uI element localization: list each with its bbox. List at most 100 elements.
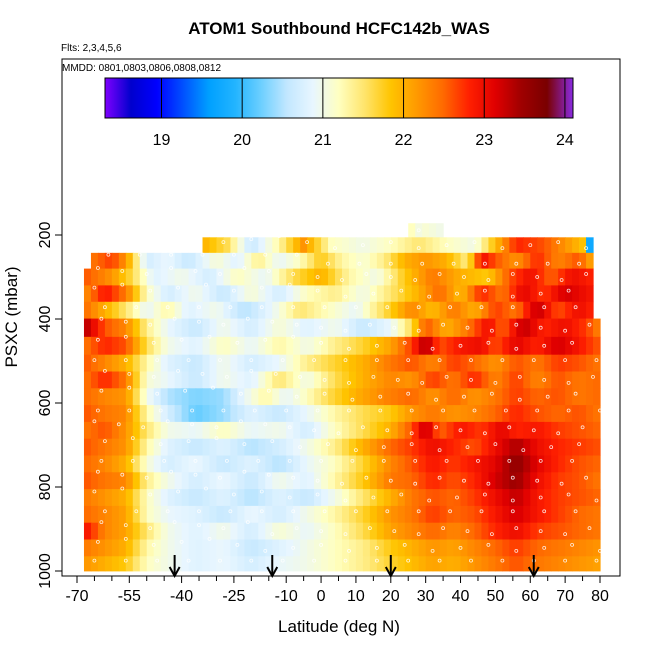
heatmap-cell: [530, 318, 538, 338]
heatmap-cell: [408, 223, 416, 238]
heatmap-cell: [439, 354, 448, 372]
heatmap-cell: [376, 489, 385, 507]
sample-point: [507, 425, 512, 430]
heatmap-cell: [307, 539, 315, 557]
heatmap-cell: [125, 285, 134, 303]
heatmap-cell: [593, 405, 601, 423]
heatmap-cell: [439, 252, 448, 269]
heatmap-cell: [90, 421, 99, 440]
heatmap-cell: [537, 318, 545, 338]
heatmap-cell: [160, 285, 169, 303]
heatmap-cell: [572, 388, 580, 406]
sample-point: [120, 282, 125, 287]
heatmap-cell: [516, 285, 524, 303]
heatmap-cell: [376, 252, 385, 269]
heatmap-cell: [488, 438, 496, 456]
heatmap-cell: [188, 522, 197, 540]
heatmap-cell: [467, 405, 476, 423]
heatmap-cell: [174, 318, 183, 338]
sample-point: [162, 458, 167, 463]
sample-point: [413, 278, 418, 282]
heatmap-cell: [572, 472, 580, 490]
heatmap-cell: [335, 405, 343, 423]
x-tick-label: -10: [275, 588, 298, 605]
sample-point: [319, 340, 324, 345]
heatmap-cell: [104, 388, 113, 406]
heatmap-cell: [314, 472, 322, 490]
heatmap-cell: [97, 388, 106, 406]
heatmap-cell: [467, 539, 476, 557]
heatmap-cell: [90, 301, 99, 319]
heatmap-cell: [397, 438, 406, 456]
heatmap-cell: [251, 556, 259, 572]
heatmap-cell: [537, 354, 545, 372]
heatmap-cell: [139, 336, 148, 356]
sample-point: [347, 380, 351, 385]
sample-point: [263, 337, 268, 342]
heatmap-cell: [153, 405, 162, 423]
sample-point: [399, 492, 404, 497]
heatmap-cell: [97, 301, 106, 319]
heatmap-cell: [551, 455, 559, 473]
heatmap-cell: [139, 388, 148, 406]
heatmap-cell: [446, 252, 455, 269]
heatmap-cell: [111, 556, 120, 572]
sample-point: [238, 391, 243, 396]
sample-point: [434, 397, 439, 402]
heatmap-cell: [181, 268, 190, 286]
sample-point: [374, 546, 379, 550]
heatmap-cell: [307, 522, 315, 540]
heatmap-cell: [188, 371, 197, 389]
x-tick-label: 0: [317, 588, 326, 605]
heatmap-cell: [376, 505, 385, 524]
heatmap-cell: [244, 505, 252, 524]
heatmap-cell: [314, 539, 322, 557]
sample-point: [266, 388, 271, 393]
heatmap-cell: [314, 438, 322, 456]
sample-point: [371, 291, 376, 296]
heatmap-cell: [551, 489, 559, 507]
heatmap-cell: [474, 301, 483, 319]
sample-point: [570, 543, 574, 547]
heatmap-cell: [383, 539, 392, 557]
heatmap-cell: [551, 371, 559, 389]
heatmap-cell: [118, 539, 127, 557]
heatmap-cell: [104, 336, 113, 356]
heatmap-cell: [558, 539, 566, 557]
heatmap-cell: [104, 539, 113, 557]
heatmap-cell: [132, 556, 141, 572]
heatmap-cell: [83, 354, 92, 372]
heatmap-cell: [286, 336, 294, 356]
heatmap-cell: [369, 318, 378, 338]
x-axis: -70 -55 -40 -25 -10 0 10 20 30 40 50 60 70 80: [65, 576, 609, 605]
heatmap-cell: [293, 301, 301, 319]
heatmap-cell: [251, 539, 259, 557]
sample-point: [298, 374, 303, 379]
sample-point: [392, 529, 397, 533]
heatmap-cell: [293, 455, 301, 473]
heatmap-cell: [579, 354, 587, 372]
heatmap-cell: [125, 438, 134, 456]
heatmap-cell: [181, 556, 190, 572]
heatmap-cell: [202, 405, 211, 423]
heatmap-cell: [153, 556, 162, 572]
heatmap-cell: [593, 556, 601, 572]
heatmap-cell: [265, 336, 273, 356]
heatmap-cell: [369, 455, 378, 473]
heatmap-cell: [286, 285, 294, 303]
sample-point: [103, 439, 107, 444]
heatmap-cell: [125, 336, 134, 356]
sample-point: [416, 305, 421, 310]
heatmap-cell: [209, 285, 218, 303]
heatmap-cell: [279, 455, 287, 473]
heatmap-cell: [97, 505, 106, 524]
sample-point: [169, 252, 174, 257]
heatmap-cell: [307, 472, 315, 490]
heatmap-cell: [488, 472, 496, 490]
sample-point: [343, 358, 348, 363]
sample-point: [305, 240, 310, 245]
heatmap-cell: [237, 301, 245, 319]
sample-point: [106, 252, 111, 257]
heatmap-cell: [383, 252, 392, 269]
heatmap-cell: [446, 405, 455, 423]
